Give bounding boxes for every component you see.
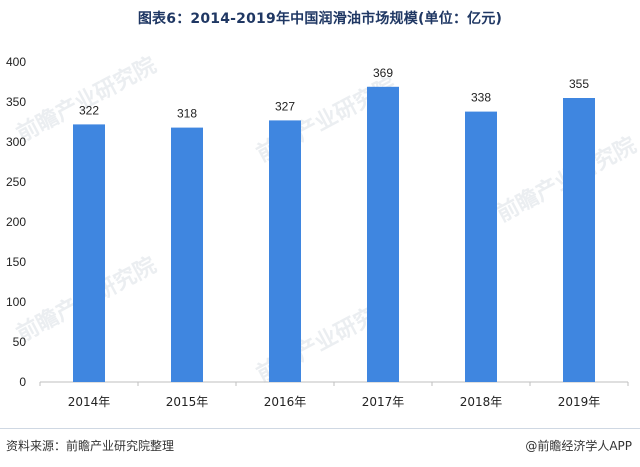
- bar-value-label: 355: [569, 77, 589, 91]
- y-tick-label: 350: [6, 95, 26, 109]
- bar: [171, 127, 203, 382]
- y-tick-label: 250: [6, 175, 26, 189]
- y-tick-label: 100: [6, 295, 26, 309]
- y-tick-label: 0: [19, 375, 26, 389]
- x-tick-label: 2016年: [264, 395, 307, 409]
- y-tick-label: 300: [6, 135, 26, 149]
- source-note: 资料来源：前瞻产业研究院整理: [6, 439, 175, 453]
- x-tick-label: 2017年: [362, 395, 405, 409]
- bar-value-label: 318: [177, 107, 197, 121]
- bar: [465, 111, 497, 382]
- footer-divider: [0, 428, 640, 429]
- bar-value-label: 369: [373, 66, 393, 80]
- y-tick-label: 150: [6, 255, 26, 269]
- x-tick-label: 2015年: [166, 395, 209, 409]
- x-tick-label: 2014年: [68, 395, 111, 409]
- y-tick-label: 50: [13, 335, 27, 349]
- x-tick-label: 2019年: [558, 395, 601, 409]
- bar: [73, 124, 105, 383]
- bar: [563, 98, 595, 382]
- credit-note: @前瞻经济学人APP: [525, 439, 632, 453]
- bar: [367, 86, 399, 383]
- bar: [269, 120, 301, 383]
- y-tick-label: 400: [6, 55, 26, 69]
- bar-value-label: 322: [79, 103, 99, 117]
- x-tick-label: 2018年: [460, 395, 503, 409]
- chart-title: 图表6：2014-2019年中国润滑油市场规模(单位：亿元): [137, 11, 503, 27]
- bar-value-label: 338: [471, 91, 491, 105]
- y-tick-label: 200: [6, 215, 26, 229]
- bar-value-label: 327: [275, 99, 295, 113]
